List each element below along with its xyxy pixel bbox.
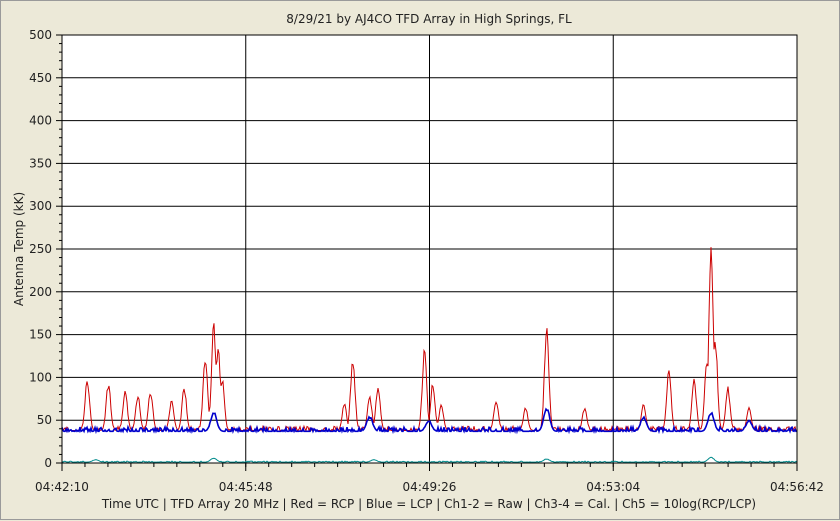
- y-tick-label: 350: [29, 156, 52, 170]
- y-tick-label: 300: [29, 199, 52, 213]
- series-line-lcp: [61, 407, 797, 435]
- y-tick-label: 200: [29, 285, 52, 299]
- x-tick-label: 04:53:04: [586, 480, 640, 494]
- x-tick-label: 04:56:42: [770, 480, 824, 494]
- y-tick-label: 50: [37, 413, 52, 427]
- x-tick-label: 04:42:10: [35, 480, 89, 494]
- chart-title: 8/29/21 by AJ4CO TFD Array in High Sprin…: [286, 12, 572, 26]
- y-tick-label: 250: [29, 242, 52, 256]
- x-tick-label: 04:45:48: [219, 480, 273, 494]
- x-axis-label: Time UTC | TFD Array 20 MHz | Red = RCP …: [101, 497, 756, 511]
- y-axis: 0 50 100 150 200 250 300 350 400 450 500: [29, 28, 62, 470]
- series-layer: [61, 247, 798, 463]
- y-tick-label: 0: [44, 456, 52, 470]
- grid: [62, 35, 797, 463]
- y-tick-label: 100: [29, 370, 52, 384]
- x-axis: 04:42:10 04:45:48 04:49:26 04:53:04 04:56:42: [35, 463, 824, 494]
- y-tick-label: 400: [29, 114, 52, 128]
- y-tick-label: 450: [29, 71, 52, 85]
- y-tick-label: 500: [29, 28, 52, 42]
- x-tick-label: 04:49:26: [403, 480, 457, 494]
- series-line-ch5: [61, 456, 798, 463]
- y-axis-label: Antenna Temp (kK): [12, 192, 26, 306]
- y-tick-label: 150: [29, 328, 52, 342]
